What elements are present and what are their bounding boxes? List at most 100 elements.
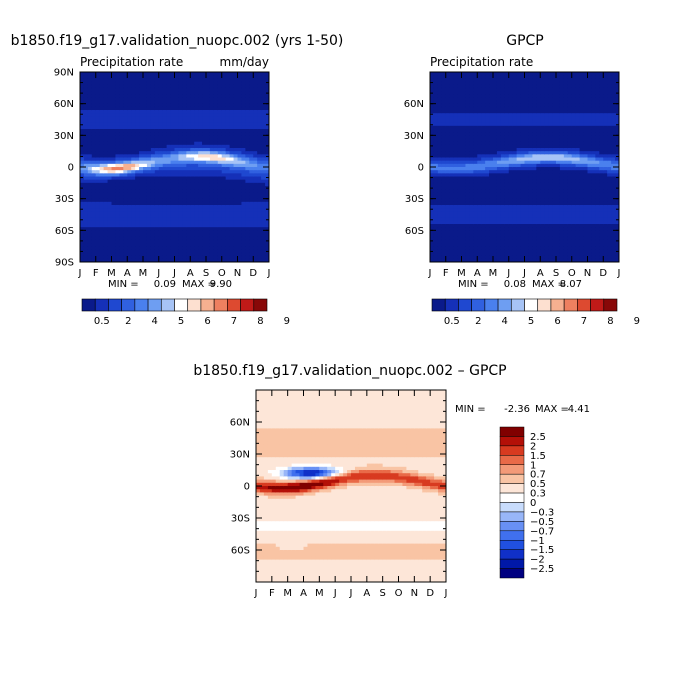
heatmap-cell xyxy=(461,138,467,143)
heatmap-cell xyxy=(477,129,482,133)
heatmap-cell xyxy=(528,148,533,152)
heatmap-cell xyxy=(261,78,266,83)
heatmap-cell xyxy=(265,230,269,235)
heatmap-cell xyxy=(146,151,152,155)
heatmap-cell xyxy=(249,132,254,136)
heatmap-cell xyxy=(80,239,85,244)
heatmap-cell xyxy=(437,255,443,260)
heatmap-cell xyxy=(437,94,443,98)
heatmap-cell xyxy=(245,78,250,83)
heatmap-cell xyxy=(544,125,549,130)
heatmap-cell xyxy=(485,125,490,130)
heatmap-cell xyxy=(461,97,467,102)
heatmap-cell xyxy=(536,192,541,197)
heatmap-cell xyxy=(559,151,565,155)
heatmap-cell xyxy=(481,211,486,216)
heatmap-cell xyxy=(119,246,124,250)
heatmap-cell xyxy=(473,84,478,89)
heatmap-cell xyxy=(143,154,148,159)
heatmap-cell xyxy=(146,173,152,178)
heatmap-cell xyxy=(170,198,176,203)
heatmap-cell xyxy=(178,157,183,162)
heatmap-cell xyxy=(520,201,526,206)
heatmap-cell xyxy=(107,163,113,168)
heatmap-cell xyxy=(162,148,168,152)
heatmap-cell xyxy=(520,243,526,247)
heatmap-cell xyxy=(469,81,474,86)
heatmap-cell xyxy=(433,125,439,130)
heatmap-cell xyxy=(245,75,250,79)
heatmap-cell xyxy=(95,249,101,254)
heatmap-cell xyxy=(95,220,101,225)
heatmap-cell xyxy=(206,201,211,206)
heatmap-cell xyxy=(237,176,243,181)
heatmap-cell xyxy=(83,103,89,108)
heatmap-cell xyxy=(265,160,269,165)
heatmap-cell xyxy=(261,186,266,190)
heatmap-cell xyxy=(182,179,187,184)
heatmap-cell xyxy=(445,170,451,174)
heatmap-cell xyxy=(95,217,101,222)
heatmap-cell xyxy=(131,214,136,219)
heatmap-cell xyxy=(559,227,565,231)
heatmap-cell xyxy=(457,110,463,114)
heatmap-cell xyxy=(493,246,498,250)
heatmap-cell xyxy=(225,224,231,228)
heatmap-cell xyxy=(206,72,211,76)
heatmap-cell xyxy=(532,224,537,228)
heatmap-cell xyxy=(241,144,246,149)
heatmap-cell xyxy=(229,205,235,209)
heatmap-cell xyxy=(123,132,128,136)
heatmap-cell xyxy=(87,239,93,244)
heatmap-cell xyxy=(119,211,124,216)
heatmap-cell xyxy=(131,97,136,102)
heatmap-cell xyxy=(127,103,132,108)
heatmap-cell xyxy=(445,255,451,260)
heatmap-cell xyxy=(174,255,180,260)
heatmap-cell xyxy=(225,84,231,89)
heatmap-cell xyxy=(150,167,156,171)
heatmap-cell xyxy=(445,157,451,162)
heatmap-cell xyxy=(430,87,435,92)
heatmap-cell xyxy=(213,233,219,238)
heatmap-cell xyxy=(170,151,176,155)
heatmap-cell xyxy=(430,116,435,121)
heatmap-cell xyxy=(107,258,113,262)
heatmap-cell xyxy=(158,113,164,117)
heatmap-cell xyxy=(489,189,494,193)
heatmap-cell xyxy=(91,192,97,197)
heatmap-cell xyxy=(249,170,254,174)
heatmap-cell xyxy=(465,132,470,136)
heatmap-cell xyxy=(508,122,514,127)
heatmap-cell xyxy=(143,239,148,244)
heatmap-cell xyxy=(465,214,470,219)
heatmap-cell xyxy=(154,246,160,250)
heatmap-cell xyxy=(556,138,561,143)
heatmap-cell xyxy=(135,129,140,133)
heatmap-cell xyxy=(445,243,451,247)
heatmap-cell xyxy=(504,198,510,203)
heatmap-cell xyxy=(87,167,93,171)
heatmap-cell xyxy=(473,243,478,247)
heatmap-cell xyxy=(241,129,246,133)
heatmap-cell xyxy=(111,217,117,222)
panel2-subtitle: Precipitation rate xyxy=(430,55,533,69)
heatmap-cell xyxy=(556,189,561,193)
heatmap-cell xyxy=(524,230,530,235)
heatmap-cell xyxy=(453,125,459,130)
heatmap-cell xyxy=(154,182,160,187)
heatmap-cell xyxy=(99,91,105,95)
heatmap-cell xyxy=(249,138,254,143)
heatmap-cell xyxy=(520,208,526,212)
heatmap-cell xyxy=(174,258,180,262)
heatmap-cell xyxy=(202,220,207,225)
heatmap-cell xyxy=(548,148,553,152)
heatmap-cell xyxy=(217,113,223,117)
heatmap-cell xyxy=(559,84,565,89)
heatmap-cell xyxy=(178,236,183,241)
heatmap-cell xyxy=(170,214,176,219)
heatmap-cell xyxy=(209,227,215,231)
heatmap-cell xyxy=(544,154,549,159)
heatmap-cell xyxy=(524,214,530,219)
heatmap-cell xyxy=(194,113,199,117)
